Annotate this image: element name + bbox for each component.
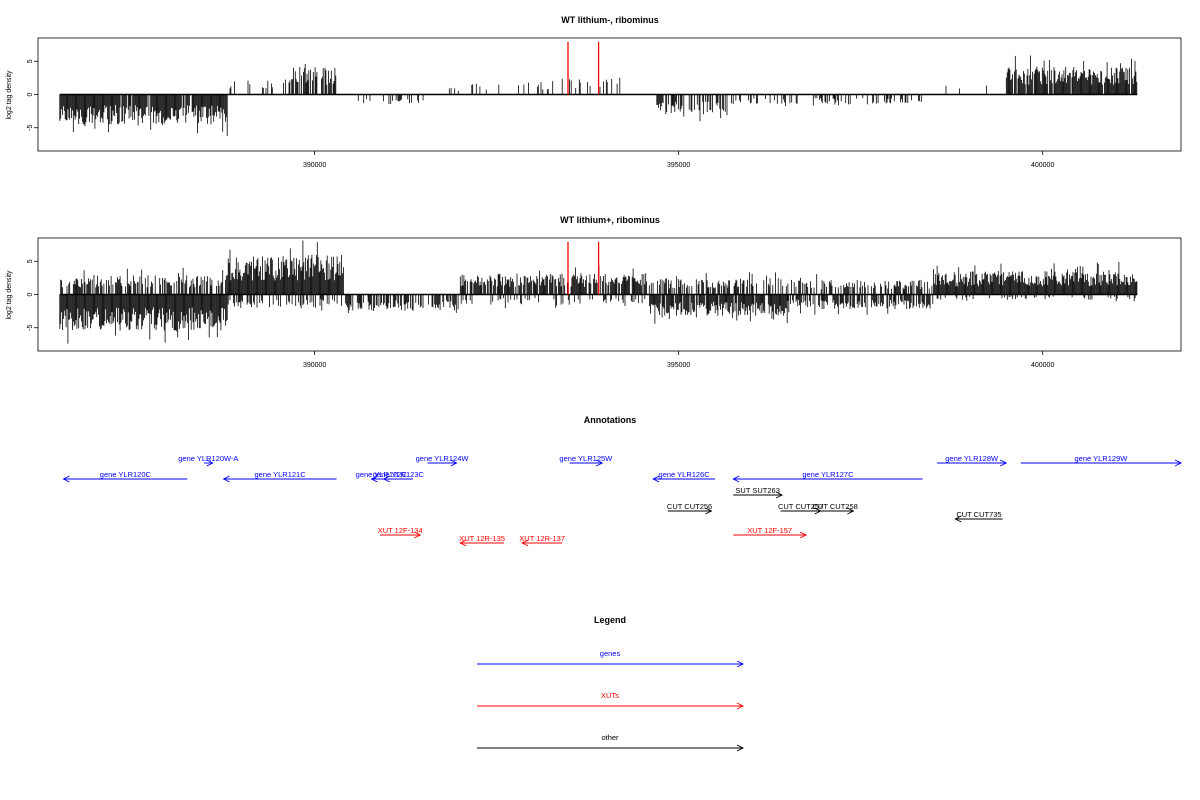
feature-label: gene YLR127C (802, 470, 854, 479)
y-tick-label: 5 (27, 259, 34, 263)
x-tick-label: 390000 (303, 162, 326, 169)
x-axis-ticks: 390000 395000 400000 (303, 151, 1054, 169)
feature-arrowhead (450, 459, 458, 467)
highlight-markers (567, 242, 600, 295)
feature-arrowhead (954, 515, 962, 523)
highlight-markers (567, 42, 600, 95)
feature-arrowhead (1000, 459, 1008, 467)
feature-arrowhead (1174, 459, 1183, 467)
x-tick-label: 395000 (667, 362, 690, 369)
feature-arrowhead (382, 475, 391, 483)
feature-label: gene YLR129W (1075, 454, 1129, 463)
annotation-features: gene YLR120C gene YLR120W-A gene YLR121C ge… (62, 454, 1183, 547)
feature-arrowhead (414, 531, 422, 539)
feature-arrowhead (652, 475, 660, 483)
legend-arrowhead (736, 744, 745, 752)
feature-label: gene YLR121C (254, 470, 306, 479)
legend-label: other (601, 733, 619, 742)
feature-arrowhead (847, 507, 855, 515)
feature-label: gene YLR124W (416, 454, 470, 463)
feature-arrowhead (799, 531, 808, 539)
legend-items: genes XUTs other (477, 649, 745, 752)
legend-arrowhead (736, 702, 745, 710)
signal-bars (59, 240, 1138, 344)
feature-arrowhead (775, 491, 784, 499)
x-tick-label: 400000 (1031, 362, 1054, 369)
y-axis-label: log2 tag density (6, 70, 13, 120)
panel-lithium-minus: WT lithium-, ribominus log2 tag density … (6, 15, 1182, 169)
feature-arrowhead (732, 475, 740, 483)
y-tick-label: -5 (27, 325, 34, 331)
y-axis-label: log2 tag density (6, 270, 13, 320)
feature-label: gene YLR125W (559, 454, 613, 463)
feature-arrowhead (596, 459, 604, 467)
y-tick-label: 0 (27, 292, 34, 296)
feature-label: XUT 12R-135 (459, 534, 505, 543)
feature-label: XUT 12F-157 (747, 526, 792, 535)
feature-arrowhead (705, 507, 713, 515)
legend: Legend genes XUTs other (477, 615, 745, 752)
feature-label: CUT CUT257 (778, 502, 823, 511)
x-tick-label: 390000 (303, 362, 326, 369)
panel-title: WT lithium-, ribominus (561, 15, 659, 25)
y-tick-label: 5 (27, 59, 34, 63)
y-axis-ticks: -5 0 5 (27, 259, 38, 331)
feature-label: gene YLR128W (945, 454, 999, 463)
y-tick-label: -5 (27, 125, 34, 131)
feature-arrowhead (459, 539, 467, 547)
annotations-title: Annotations (584, 415, 637, 425)
x-tick-label: 395000 (667, 162, 690, 169)
feature-arrowhead (206, 459, 214, 467)
feature-label: SUT SUT263 (735, 486, 779, 495)
feature-label: gene YLR120W-A (178, 454, 238, 463)
feature-label: CUT CUT735 (956, 510, 1001, 519)
legend-label: XUTs (601, 691, 619, 700)
legend-title: Legend (594, 615, 626, 625)
signal-bars (59, 55, 1138, 136)
panel-title: WT lithium+, ribominus (560, 215, 660, 225)
feature-label: gene YLR122C (356, 470, 408, 479)
legend-arrowhead (736, 660, 745, 668)
panel-lithium-plus: WT lithium+, ribominus log2 tag density … (6, 215, 1182, 369)
feature-label: XUT 12R-137 (519, 534, 565, 543)
feature-arrowhead (62, 475, 70, 483)
x-tick-label: 400000 (1031, 162, 1054, 169)
legend-label: genes (600, 649, 621, 658)
y-axis-ticks: -5 0 5 (27, 59, 38, 131)
y-tick-label: 0 (27, 92, 34, 96)
feature-label: XUT 12F-134 (378, 526, 423, 535)
feature-label: gene YLR123C (373, 470, 425, 479)
feature-label: CUT CUT256 (667, 502, 712, 511)
feature-label: gene YLR126C (659, 470, 711, 479)
x-axis-ticks: 390000 395000 400000 (303, 351, 1054, 369)
feature-arrowhead (521, 539, 529, 547)
feature-label: gene YLR120C (100, 470, 152, 479)
feature-arrowhead (370, 475, 378, 483)
feature-label: CUT CUT258 (813, 502, 858, 511)
feature-arrowhead (222, 475, 230, 483)
